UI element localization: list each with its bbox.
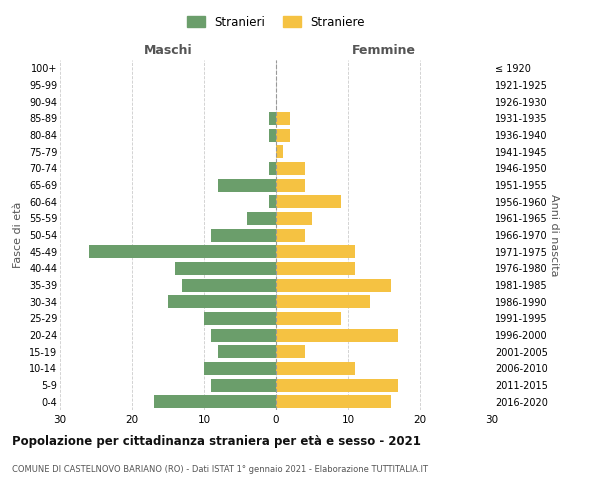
Bar (276, 245, 355, 258)
Bar (211, 328, 276, 342)
Bar (276, 312, 341, 325)
Legend: Stranieri, Straniere: Stranieri, Straniere (182, 11, 370, 34)
Bar (276, 328, 398, 342)
Bar (211, 228, 276, 241)
Bar (218, 178, 276, 192)
Y-axis label: Fasce di età: Fasce di età (13, 202, 23, 268)
Bar (168, 295, 276, 308)
Bar (276, 195, 341, 208)
Text: Maschi: Maschi (143, 44, 193, 57)
Bar (276, 345, 305, 358)
Bar (247, 212, 276, 225)
Y-axis label: Anni di nascita: Anni di nascita (549, 194, 559, 276)
Bar (276, 112, 290, 125)
Bar (276, 278, 391, 291)
Bar (276, 362, 355, 375)
Bar (204, 362, 276, 375)
Bar (276, 228, 305, 241)
Bar (276, 212, 312, 225)
Bar (218, 345, 276, 358)
Bar (175, 262, 276, 275)
Text: COMUNE DI CASTELNOVO BARIANO (RO) - Dati ISTAT 1° gennaio 2021 - Elaborazione TU: COMUNE DI CASTELNOVO BARIANO (RO) - Dati… (12, 465, 428, 474)
Bar (269, 128, 276, 141)
Bar (211, 378, 276, 392)
Bar (276, 128, 290, 141)
Bar (276, 145, 283, 158)
Bar (182, 278, 276, 291)
Bar (154, 395, 276, 408)
Bar (89, 245, 276, 258)
Text: Femmine: Femmine (352, 44, 416, 57)
Bar (276, 395, 391, 408)
Bar (269, 195, 276, 208)
Bar (269, 112, 276, 125)
Bar (276, 378, 398, 392)
Bar (276, 262, 355, 275)
Bar (276, 295, 370, 308)
Bar (276, 178, 305, 192)
Bar (204, 312, 276, 325)
Bar (269, 162, 276, 175)
Text: Popolazione per cittadinanza straniera per età e sesso - 2021: Popolazione per cittadinanza straniera p… (12, 435, 421, 448)
Bar (276, 162, 305, 175)
